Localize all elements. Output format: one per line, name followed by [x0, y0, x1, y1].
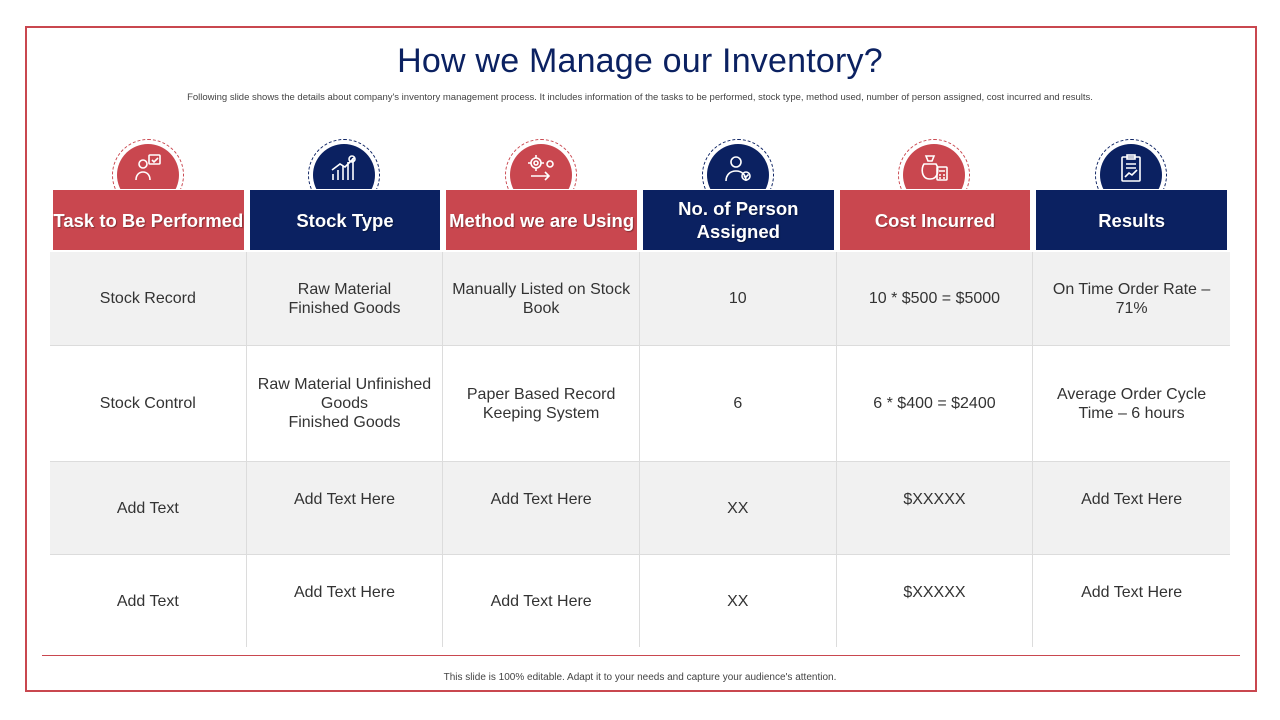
- table-cell: Average Order Cycle Time – 6 hours: [1057, 385, 1207, 422]
- table-cell: Add Text Here: [443, 462, 640, 554]
- header-stock-type: Stock Type: [247, 188, 444, 252]
- page-subtitle: Following slide shows the details about …: [187, 92, 1093, 103]
- table-cell: 6 * $400 = $2400: [837, 346, 1034, 461]
- header-method: Method we are Using: [443, 188, 640, 252]
- growth-chart-icon: [308, 139, 382, 189]
- money-bag-calculator-icon: [898, 139, 972, 189]
- table-cell: On Time Order Rate – 71%: [1052, 280, 1211, 317]
- header-persons: No. of Person Assigned: [640, 188, 837, 252]
- table-row: Stock Control Raw Material Unfinished Go…: [50, 346, 1230, 462]
- team-task-icon: [112, 139, 186, 189]
- table-cell: 10: [640, 252, 837, 345]
- table-cell: Add Text: [50, 555, 247, 647]
- inventory-table: Task to Be Performed Stock Type Method w…: [50, 188, 1230, 647]
- process-gear-icon: [505, 139, 579, 189]
- table-row: Stock Record Raw Material Finished Goods…: [50, 252, 1230, 346]
- table-cell: Add Text Here: [247, 555, 444, 647]
- table-row: Add Text Add Text Here Add Text Here XX …: [50, 462, 1230, 555]
- table-cell: Add Text Here: [1081, 584, 1183, 601]
- header-task: Task to Be Performed: [50, 188, 247, 252]
- table-cell: Stock Control: [50, 346, 247, 461]
- table-cell: $XXXXX: [837, 555, 1034, 647]
- footer-note: This slide is 100% editable. Adapt it to…: [443, 672, 837, 683]
- table-cell: 6: [640, 346, 837, 461]
- footer-divider: [42, 655, 1240, 656]
- table-cell: $XXXXX: [837, 462, 1034, 554]
- table-cell: Add Text: [50, 462, 247, 554]
- page-title: How we Manage our Inventory?: [397, 42, 883, 80]
- clipboard-report-icon: [1095, 139, 1169, 189]
- table-cell: XX: [640, 462, 837, 554]
- table-cell: Stock Record: [50, 252, 247, 345]
- table-cell: Manually Listed on Stock Book: [443, 252, 640, 345]
- person-check-icon: [702, 139, 776, 189]
- table-cell: Raw Material Unfinished Goods Finished G…: [247, 346, 444, 461]
- table-cell: 10 * $500 = $5000: [837, 252, 1034, 345]
- table-cell: Raw Material Finished Goods: [247, 252, 444, 345]
- header-results: Results: [1033, 188, 1230, 252]
- table-row: Add Text Add Text Here Add Text Here XX …: [50, 555, 1230, 647]
- table-cell: Paper Based Record Keeping System: [443, 346, 640, 461]
- header-cost: Cost Incurred: [837, 188, 1034, 252]
- table-header-row: Task to Be Performed Stock Type Method w…: [50, 188, 1230, 252]
- table-cell: Add Text Here: [247, 462, 444, 554]
- table-cell: Add Text Here: [443, 555, 640, 647]
- table-cell: XX: [640, 555, 837, 647]
- slide-frame: [25, 26, 1257, 692]
- table-cell: Add Text Here: [1081, 491, 1183, 508]
